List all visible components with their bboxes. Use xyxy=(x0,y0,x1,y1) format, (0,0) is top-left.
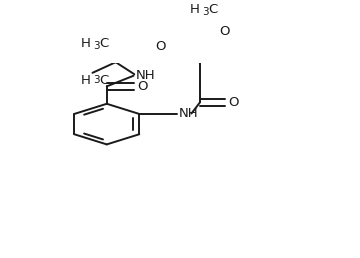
Text: O: O xyxy=(219,25,229,38)
Text: O: O xyxy=(229,96,239,109)
Text: C: C xyxy=(208,3,217,16)
Text: C: C xyxy=(99,37,108,50)
Text: H: H xyxy=(190,3,200,16)
Text: C: C xyxy=(99,74,108,87)
Text: H: H xyxy=(81,74,91,87)
Text: NH: NH xyxy=(135,69,155,82)
Text: O: O xyxy=(137,80,148,93)
Text: 3: 3 xyxy=(202,7,209,17)
Text: O: O xyxy=(156,40,166,53)
Text: 3: 3 xyxy=(93,75,100,85)
Text: NH: NH xyxy=(179,107,198,120)
Text: H: H xyxy=(81,37,91,50)
Text: 3: 3 xyxy=(93,41,100,51)
